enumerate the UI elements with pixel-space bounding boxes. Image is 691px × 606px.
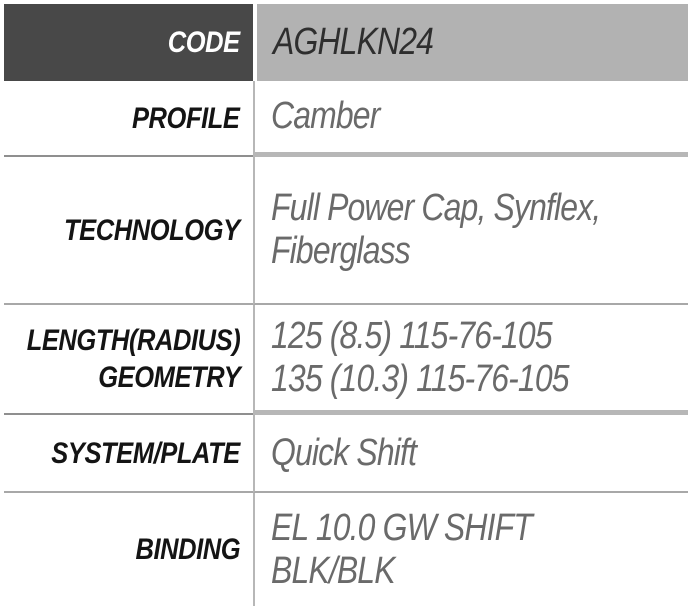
- spec-value-cell-binding: EL 10.0 GW SHIFT BLK/BLK: [253, 493, 688, 606]
- value-line: Fiberglass: [271, 230, 411, 272]
- spec-value-cell-profile: Camber: [253, 81, 688, 157]
- spec-label-text-binding: BINDING: [135, 531, 240, 568]
- value-line: Quick Shift: [271, 431, 417, 474]
- spec-value-cell-code: AGHLKN24: [253, 4, 688, 81]
- value-line: 135 (10.3) 115-76-105: [271, 357, 569, 400]
- spec-label-text-technology: TECHNOLOGY: [64, 212, 240, 249]
- spec-row-profile: PROFILE Camber: [4, 81, 688, 157]
- value-line: BLK/BLK: [271, 549, 396, 592]
- spec-value-cell-technology: Full Power Cap, Synflex, Fiberglass: [253, 157, 688, 305]
- spec-label-cell-technology: TECHNOLOGY: [4, 157, 253, 305]
- spec-value-text-code: AGHLKN24: [273, 21, 434, 64]
- spec-value-text-technology: Full Power Cap, Synflex, Fiberglass: [271, 187, 601, 273]
- spec-value-text-profile: Camber: [271, 95, 380, 138]
- spec-row-binding: BINDING EL 10.0 GW SHIFT BLK/BLK: [4, 493, 688, 606]
- spec-row-length-radius-geometry: LENGTH(RADIUS) GEOMETRY 125 (8.5) 115-76-1…: [4, 305, 688, 415]
- spec-row-system-plate: SYSTEM/PLATE Quick Shift: [4, 415, 688, 493]
- spec-label-cell-profile: PROFILE: [4, 81, 253, 157]
- label-line: SYSTEM/PLATE: [51, 436, 240, 470]
- spec-label-text-code: CODE: [168, 24, 240, 61]
- label-line: GEOMETRY: [97, 361, 240, 394]
- spec-label-text-length-radius-geometry: LENGTH(RADIUS) GEOMETRY: [26, 322, 240, 396]
- spec-value-cell-length-radius-geometry: 125 (8.5) 115-76-105 135 (10.3) 115-76-10…: [253, 305, 688, 415]
- spec-label-cell-system-plate: SYSTEM/PLATE: [4, 415, 253, 493]
- spec-row-technology: TECHNOLOGY Full Power Cap, Synflex, Fiberg…: [4, 157, 688, 305]
- spec-label-cell-code: CODE: [4, 4, 253, 81]
- spec-value-text-binding: EL 10.0 GW SHIFT BLK/BLK: [271, 506, 533, 593]
- value-line: Camber: [271, 95, 380, 137]
- spec-label-cell-length-radius-geometry: LENGTH(RADIUS) GEOMETRY: [4, 305, 253, 415]
- label-line: BINDING: [135, 533, 240, 566]
- value-line: Full Power Cap, Synflex,: [271, 187, 601, 229]
- label-line: PROFILE: [132, 101, 240, 135]
- spec-label-cell-binding: BINDING: [4, 493, 253, 606]
- value-line: 125 (8.5) 115-76-105: [271, 314, 553, 357]
- label-line: LENGTH(RADIUS): [26, 324, 240, 357]
- spec-value-cell-system-plate: Quick Shift: [253, 415, 688, 493]
- label-line: TECHNOLOGY: [64, 213, 240, 247]
- label-line: CODE: [168, 26, 240, 59]
- spec-row-code: CODE AGHLKN24: [4, 4, 688, 81]
- value-line: EL 10.0 GW SHIFT: [271, 506, 533, 549]
- spec-label-text-profile: PROFILE: [132, 100, 240, 137]
- spec-value-text-length-radius-geometry: 125 (8.5) 115-76-105 135 (10.3) 115-76-10…: [271, 315, 569, 401]
- spec-value-text-system-plate: Quick Shift: [271, 431, 417, 475]
- spec-label-text-system-plate: SYSTEM/PLATE: [51, 435, 240, 472]
- value-line: AGHLKN24: [273, 21, 434, 63]
